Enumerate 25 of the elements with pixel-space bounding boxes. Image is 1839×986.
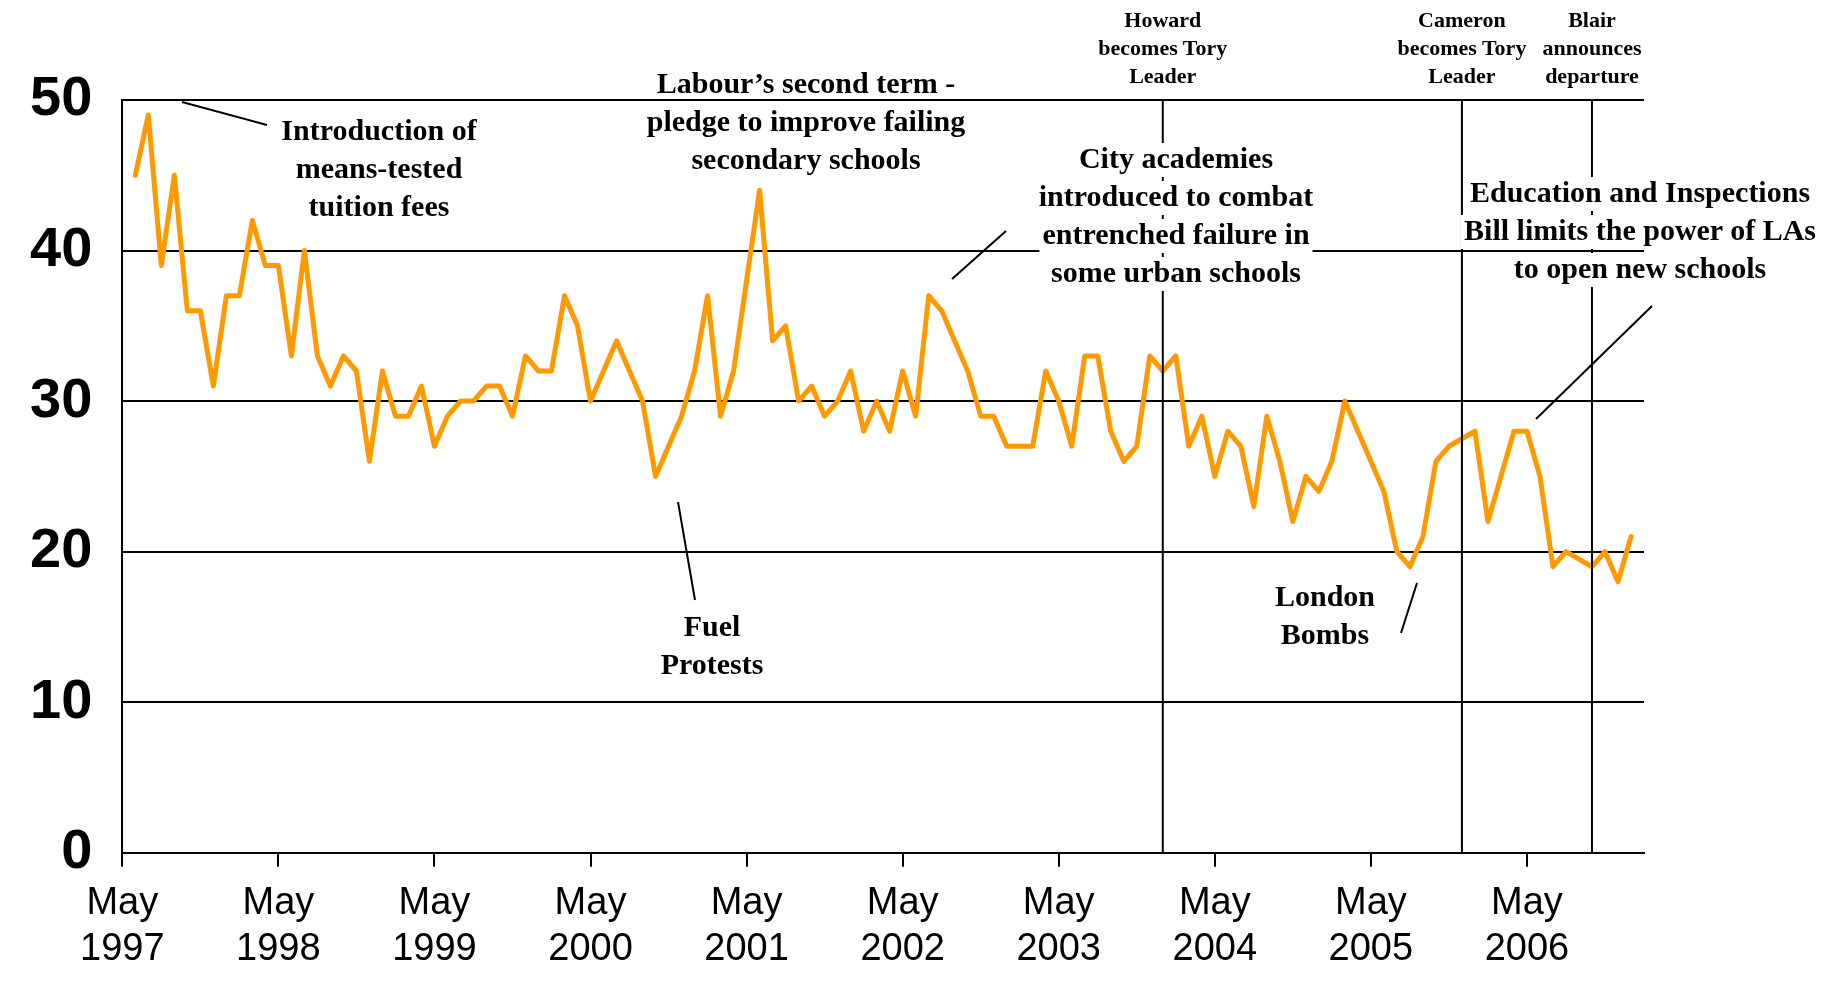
y-tick-label: 40 [29,215,93,278]
y-tick-label: 10 [29,666,93,730]
y-tick-label: 20 [29,516,93,580]
x-tick-label: May 2000 [548,880,633,968]
annotation: Education and Inspections Bill limits the power of LAs to open new schools [1464,174,1816,284]
x-tick-label: May 2005 [1328,880,1414,968]
annotation: City academies introduced to combat entrenched failure in some urban schools [1038,140,1314,288]
x-tick-label: May 1999 [392,880,477,968]
x-tick-label: May 2003 [1016,880,1101,968]
annotation: Introduction of means-tested tuition fees [281,112,478,222]
x-tick-label: May 2002 [860,880,945,968]
x-tick-label: May 1998 [236,880,321,968]
x-tick-label: May 1997 [80,880,165,968]
ref-line-label: Cameron becomes Tory Leader [1397,6,1527,88]
x-tick-label: May 2004 [1172,880,1258,968]
ref-line-label: Blair announces departure [1542,6,1642,88]
annotation: Labour’s second term - pledge to improve failing secondary schools [646,65,966,175]
annotation: London Bombs [1274,578,1376,650]
y-tick-label: 0 [61,817,93,881]
annotation: Fuel Protests [660,608,764,680]
y-tick-label: 30 [29,365,93,429]
y-tick-label: 50 [29,64,93,128]
ref-line-label: Howard becomes Tory Leader [1098,6,1228,88]
x-tick-label: May 2001 [704,880,789,968]
x-tick-label: May 2006 [1484,880,1570,968]
